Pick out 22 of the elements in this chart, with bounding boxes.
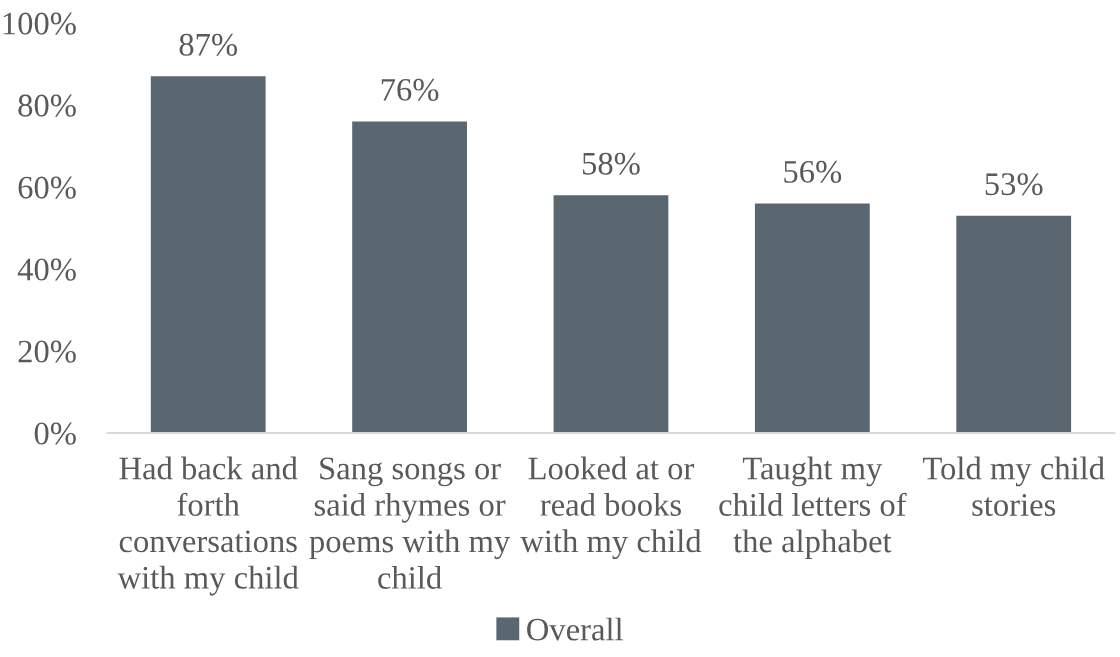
data-label: 76% bbox=[381, 78, 439, 101]
bar bbox=[956, 215, 1072, 433]
data-label: 87% bbox=[179, 33, 238, 56]
y-tick-label: 0% bbox=[34, 422, 76, 445]
y-tick-label: 80% bbox=[18, 94, 76, 117]
x-tick-label: Sang songs or said rhymes or poems with my child bbox=[309, 457, 511, 589]
data-label: 53% bbox=[985, 173, 1043, 196]
data-label: 56% bbox=[784, 160, 842, 183]
legend-label: Overall bbox=[527, 617, 623, 641]
y-tick-label: 40% bbox=[17, 258, 76, 281]
y-tick-label: 20% bbox=[18, 340, 76, 363]
bar bbox=[754, 203, 870, 433]
data-label: 58% bbox=[582, 152, 640, 175]
x-tick-label: Looked at or read books with my child bbox=[520, 456, 702, 560]
bar bbox=[553, 195, 669, 433]
bar bbox=[150, 76, 266, 433]
y-tick-label: 100% bbox=[3, 12, 76, 35]
bar bbox=[352, 121, 467, 433]
x-tick-label: Told my child stories bbox=[922, 456, 1105, 517]
y-tick-label: 60% bbox=[18, 176, 76, 199]
x-tick-label: Had back and forth conversations with my child bbox=[117, 456, 299, 596]
x-tick-label: Taught my child letters of the alphabet bbox=[719, 456, 907, 560]
